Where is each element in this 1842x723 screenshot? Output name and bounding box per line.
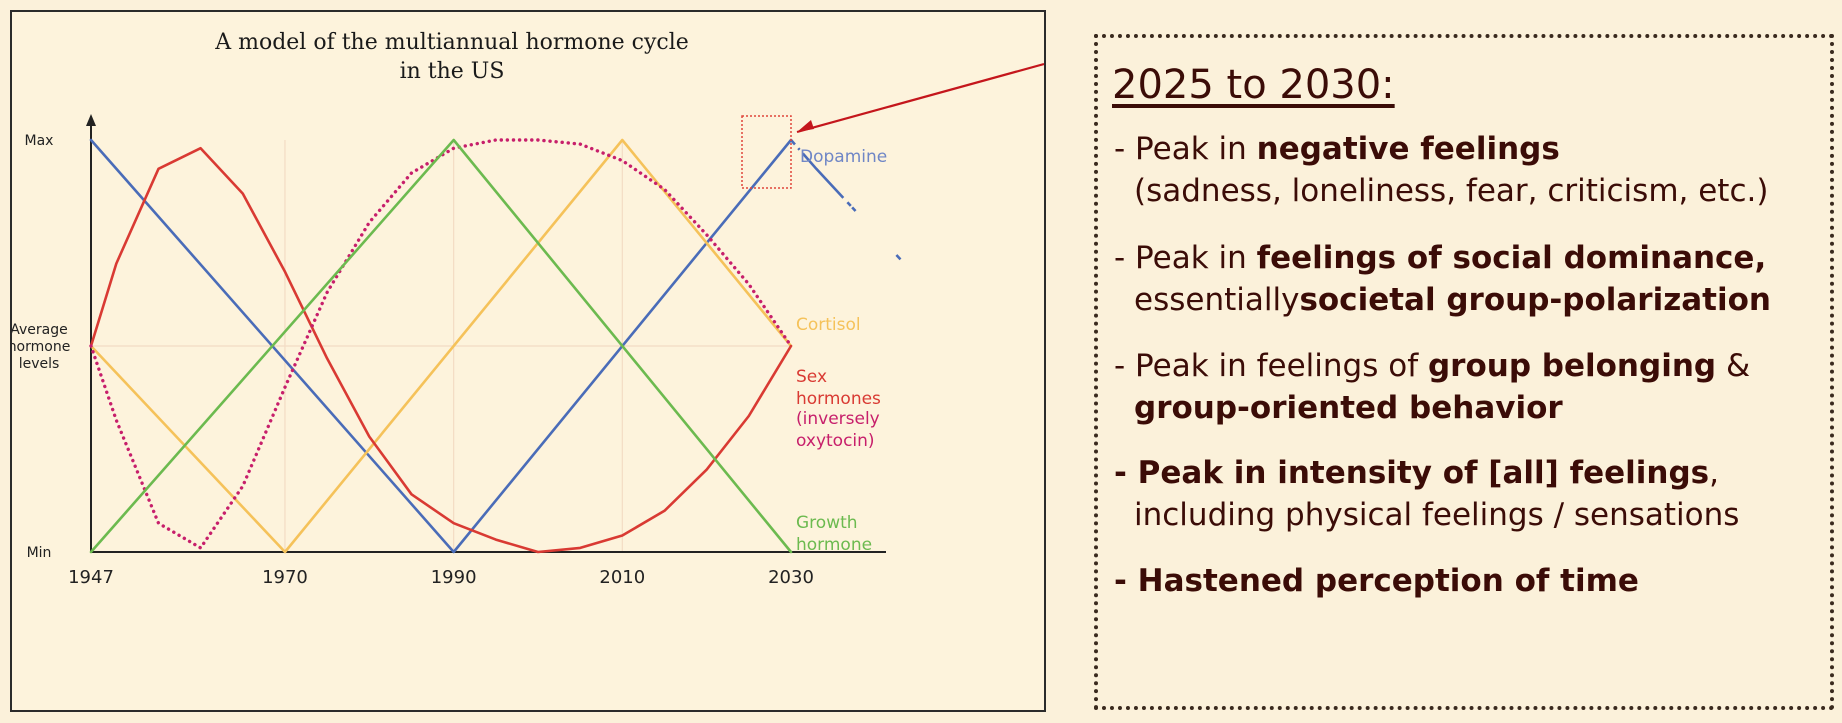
y-tick-label-1-1: hormone bbox=[12, 339, 70, 355]
series-line-oxytocin-inverse- bbox=[89, 138, 793, 550]
note-1-line-1-text: - Peak in bbox=[1114, 131, 1257, 167]
series-line-growth-hormone bbox=[89, 138, 793, 554]
note-1-line-2-text: (sadness, loneliness, fear, criticism, e… bbox=[1134, 173, 1769, 209]
y-tick-label-1-2: levels bbox=[19, 356, 60, 372]
note-2-line-1-bold: feelings of social dominance, bbox=[1256, 240, 1767, 276]
note-1-line-1-bold: negative feelings bbox=[1256, 131, 1560, 167]
chart-title: A model of the multiannual hormone cycle… bbox=[214, 30, 689, 84]
notes-panel: 2025 to 2030: - Peak in negative feeling… bbox=[1094, 34, 1834, 710]
hormone-cycle-chart: A model of the multiannual hormone cycle… bbox=[12, 30, 1044, 588]
labels-layer: Dopamine Cortisol Sexhormones(inverselyoxy… bbox=[796, 147, 887, 555]
series-line-dopamine bbox=[89, 138, 793, 554]
annotation-arrow-head bbox=[797, 120, 814, 132]
note-social-dominance: - Peak in feelings of social dominance, … bbox=[1114, 237, 1771, 321]
axes-layer: 1947 1970 1990 2010 2030MaxAveragehormonelev… bbox=[12, 114, 886, 588]
y-tick-label-2-0: Min bbox=[27, 545, 52, 561]
note-group-belonging: - Peak in feelings of group belonging & … bbox=[1114, 345, 1750, 429]
x-tick-label-2010: 2010 bbox=[599, 567, 645, 588]
series-line-sex-hormones bbox=[89, 146, 793, 554]
y-axis-arrow bbox=[86, 114, 96, 126]
series-label-1-0: Cortisol bbox=[796, 315, 861, 335]
annotation-layer bbox=[741, 62, 1044, 189]
series-layer bbox=[89, 138, 902, 554]
chart-title-line-1: A model of the multiannual hormone cycle bbox=[214, 30, 689, 55]
series-extension-dopamine bbox=[790, 139, 902, 261]
note-3-line-1-text: - Peak in feelings of bbox=[1114, 348, 1428, 384]
x-tick-label-1947: 1947 bbox=[68, 567, 114, 588]
series-line-cortisol bbox=[89, 138, 793, 554]
series-label-0-0: Dopamine bbox=[800, 147, 887, 167]
series-label-4-0: Growth bbox=[796, 513, 858, 533]
y-tick-label-1-0: Average bbox=[12, 322, 68, 338]
note-2-line-1-text: - Peak in bbox=[1114, 240, 1257, 276]
series-label-2-1: hormones bbox=[796, 389, 881, 409]
x-tick-label-1990: 1990 bbox=[431, 567, 477, 588]
series-label-4-1: hormone bbox=[796, 535, 872, 555]
note-intensity-feelings: - Peak in intensity of [all] feelings, i… bbox=[1114, 452, 1739, 536]
note-3-line-1-bold: group belonging bbox=[1427, 348, 1717, 384]
note-3-line-2-bold: group-oriented behavior bbox=[1134, 390, 1563, 426]
annotation-highlight-box bbox=[741, 115, 792, 189]
annotation-arrow-line bbox=[796, 62, 1044, 134]
note-hastened-time: - Hastened perception of time bbox=[1114, 560, 1639, 602]
note-4-line-1-bold: - Peak in intensity of [all] feelings bbox=[1114, 455, 1710, 491]
x-tick-label-2030: 2030 bbox=[768, 567, 814, 588]
note-2-line-2-bold: societal group-polarization bbox=[1299, 282, 1771, 318]
series-label-3-0: (inversely bbox=[796, 409, 880, 429]
notes-heading: 2025 to 2030: bbox=[1112, 62, 1395, 108]
chart-panel: A model of the multiannual hormone cycle… bbox=[10, 10, 1046, 712]
y-tick-label-0-0: Max bbox=[25, 133, 54, 149]
series-label-2-0: Sex bbox=[796, 367, 827, 387]
note-4-line-2-text: including physical feelings / sensations bbox=[1134, 497, 1740, 533]
series-label-3-1: oxytocin) bbox=[796, 431, 875, 451]
note-2-line-2-text: essentially bbox=[1134, 282, 1300, 318]
note-5-line-1-bold: - Hastened perception of time bbox=[1114, 563, 1639, 599]
chart-title-line-2: in the US bbox=[400, 59, 505, 84]
note-negative-feelings: - Peak in negative feelings (sadness, lo… bbox=[1114, 128, 1768, 212]
note-3-line-1-post: & bbox=[1716, 348, 1751, 384]
x-tick-label-1970: 1970 bbox=[262, 567, 308, 588]
note-4-line-1-post: , bbox=[1709, 455, 1719, 491]
